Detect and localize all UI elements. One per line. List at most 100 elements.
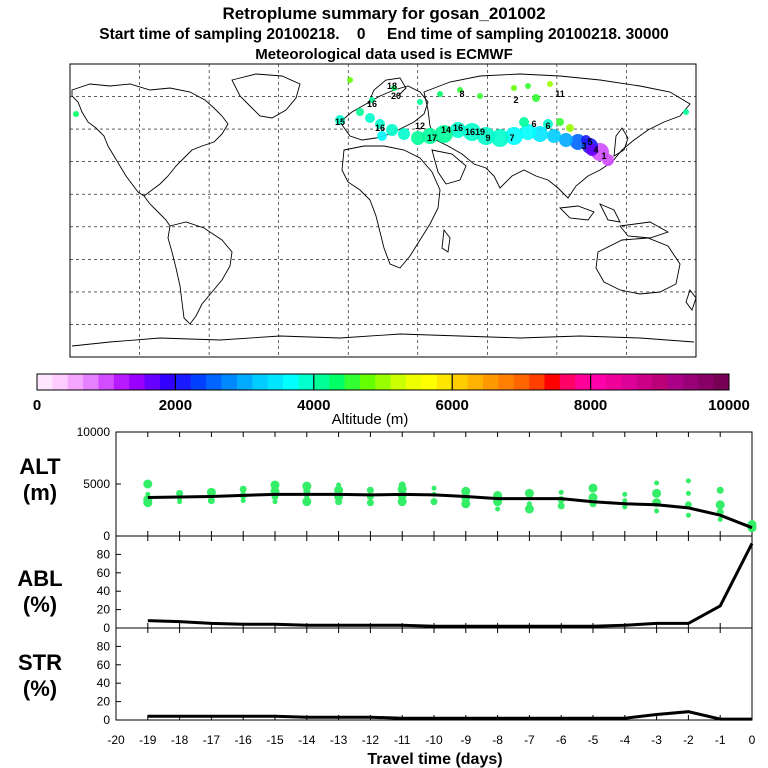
x-tick-label: -2 <box>683 733 694 747</box>
alt-data-point <box>336 482 342 488</box>
x-tick-label: -1 <box>715 733 726 747</box>
alt-unit: (m) <box>23 480 57 505</box>
alt-data-point <box>176 489 184 497</box>
x-tick-label: -14 <box>298 733 316 747</box>
y-tick-label: 60 <box>97 566 111 580</box>
alt-data-point <box>397 497 407 507</box>
alt-label: ALT <box>19 454 61 479</box>
abl-panel-frame <box>115 535 753 629</box>
colorbar-swatch <box>329 374 345 390</box>
alt-data-point <box>524 504 534 514</box>
chart-title: Retroplume summary for gosan_201002 <box>222 4 546 23</box>
colorbar-tick-label: 4000 <box>297 397 330 414</box>
colorbar-swatch <box>575 374 591 390</box>
map-day-label: 3 <box>581 141 586 151</box>
plume-marker <box>73 111 79 117</box>
colorbar-swatch <box>375 374 392 390</box>
colorbar-swatch <box>129 374 146 390</box>
map-day-label: 11 <box>555 89 565 99</box>
colorbar-swatch <box>436 374 453 390</box>
colorbar-swatch <box>406 374 422 390</box>
colorbar-swatch <box>298 374 315 390</box>
plume-marker <box>450 122 466 138</box>
colorbar-swatch <box>513 374 530 390</box>
alt-data-point <box>239 485 247 493</box>
alt-data-point <box>685 512 691 518</box>
alt-data-point <box>240 498 246 504</box>
colorbar-swatch <box>267 374 284 390</box>
colorbar-swatch <box>482 374 499 390</box>
plume-marker <box>525 83 531 89</box>
plume-marker <box>391 85 397 91</box>
plume-marker <box>347 77 353 83</box>
plume-marker <box>477 93 483 99</box>
x-tick-label: 0 <box>749 733 756 747</box>
y-tick-label: 0 <box>103 621 110 635</box>
x-tick-label: -17 <box>203 733 221 747</box>
plume-marker <box>369 97 375 103</box>
colorbar-tick-label: 6000 <box>436 397 469 414</box>
x-tick-label: -11 <box>394 733 411 747</box>
map-day-label: 19 <box>475 127 485 137</box>
colorbar-swatch <box>313 374 330 390</box>
colorbar-swatch <box>652 374 668 390</box>
str-panel-frame <box>115 627 753 721</box>
map-day-label: 8 <box>459 89 464 99</box>
alt-data-point <box>685 478 691 484</box>
alt-data-point <box>461 499 471 509</box>
sampling-times: Start time of sampling 20100218. 0 End t… <box>99 26 669 43</box>
map-day-label: 9 <box>485 133 490 143</box>
colorbar-tick-label: 8000 <box>574 397 607 414</box>
x-tick-label: -20 <box>107 733 125 747</box>
map-day-label: 17 <box>427 133 437 143</box>
colorbar-swatch <box>344 374 361 390</box>
map-day-label: 1 <box>601 151 606 161</box>
x-tick-label: -9 <box>460 733 471 747</box>
x-tick-label: -13 <box>330 733 348 747</box>
alt-data-point <box>654 480 660 486</box>
alt-panel: 0 5000 10000 <box>77 425 757 543</box>
map-day-label: 16 <box>465 127 475 137</box>
x-tick-label: -3 <box>651 733 662 747</box>
colorbar-swatch <box>113 374 130 390</box>
colorbar-swatch <box>667 374 684 390</box>
x-tick-label: -5 <box>588 733 599 747</box>
alt-data-point <box>270 480 280 490</box>
map-day-label: 6 <box>545 121 550 131</box>
x-tick-label: -16 <box>235 733 253 747</box>
plume-marker <box>377 131 387 141</box>
x-tick-label: -8 <box>492 733 503 747</box>
alt-data-point <box>622 498 628 504</box>
map-day-label: 7 <box>509 133 514 143</box>
map-day-label: 16 <box>375 123 385 133</box>
altitude-colorbar <box>36 373 730 391</box>
x-tick-label: -12 <box>362 733 380 747</box>
alt-data-point <box>207 497 215 505</box>
colorbar-swatch <box>236 374 253 390</box>
y-tick-label: 60 <box>97 658 111 672</box>
colorbar-swatch <box>682 374 699 390</box>
colorbar-swatch <box>283 374 299 390</box>
alt-data-point <box>206 487 216 497</box>
plume-marker <box>532 94 540 102</box>
alt-data-point <box>145 491 151 497</box>
str-series-line <box>147 710 752 721</box>
plume-marker <box>365 113 375 123</box>
colorbar-swatch <box>144 374 161 390</box>
colorbar-title: Altitude (m) <box>332 411 409 428</box>
colorbar-swatch <box>713 374 730 390</box>
colorbar-swatch <box>67 374 84 390</box>
plume-marker <box>417 99 423 105</box>
alt-data-point <box>366 486 374 494</box>
colorbar-swatch <box>98 374 115 390</box>
map-day-label: 20 <box>391 91 401 101</box>
alt-data-point <box>461 486 471 496</box>
plume-marker <box>586 144 598 156</box>
alt-data-point <box>716 486 724 494</box>
alt-data-point <box>588 483 598 493</box>
y-tick-label: 0 <box>103 713 110 727</box>
alt-data-point <box>717 516 723 522</box>
map-day-label: 12 <box>415 121 425 131</box>
alt-data-point <box>622 491 628 497</box>
